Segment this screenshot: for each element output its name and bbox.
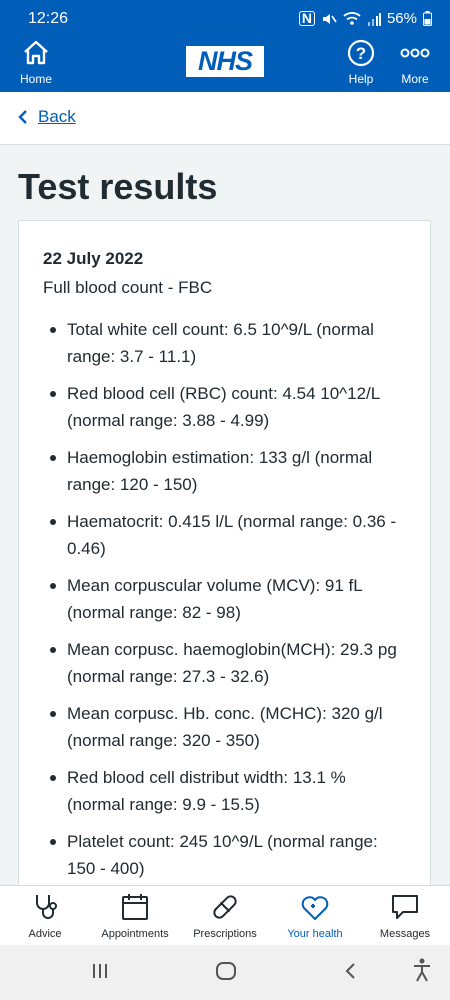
tab-advice[interactable]: Advice	[0, 886, 90, 945]
calendar-icon	[122, 894, 148, 920]
result-item: Mean corpusc. Hb. conc. (MCHC): 320 g/l …	[43, 700, 406, 754]
tab-label: Your health	[287, 928, 343, 940]
mute-icon	[322, 13, 337, 24]
result-list: Total white cell count: 6.5 10^9/L (norm…	[43, 316, 406, 882]
test-name: Full blood count - FBC	[43, 278, 213, 297]
pill-icon	[213, 895, 237, 919]
tab-appointments[interactable]: Appointments	[90, 886, 180, 945]
wifi-icon	[343, 12, 361, 25]
status-bar: 12:26 N 56%	[0, 0, 450, 38]
status-icons: N 56%	[298, 10, 432, 27]
message-icon	[392, 895, 418, 919]
more-label: More	[401, 72, 429, 86]
result-date: 22 July 2022	[43, 249, 144, 268]
tab-messages[interactable]: Messages	[360, 886, 450, 945]
accessibility-icon[interactable]	[412, 958, 432, 982]
result-item: Platelet count: 245 10^9/L (normal range…	[43, 828, 406, 882]
tab-label: Appointments	[101, 928, 169, 940]
result-item: Haematocrit: 0.415 l/L (normal range: 0.…	[43, 508, 406, 562]
tab-your-health[interactable]: Your health	[270, 886, 360, 945]
home-button[interactable]: Home	[6, 38, 66, 92]
stethoscope-icon	[36, 895, 57, 919]
system-nav-bar	[0, 945, 450, 1000]
result-item: Mean corpuscular volume (MCV): 91 fL (no…	[43, 572, 406, 626]
help-icon: ?	[347, 39, 375, 67]
tab-label: Prescriptions	[193, 928, 257, 940]
result-item: Total white cell count: 6.5 10^9/L (norm…	[43, 316, 406, 370]
tab-label: Advice	[28, 928, 62, 940]
more-button[interactable]: More	[385, 38, 445, 92]
app-header: Home NHS ? Help More	[0, 38, 450, 92]
page-title: Test results	[18, 166, 218, 207]
home-nav-icon[interactable]	[215, 961, 237, 981]
bottom-tab-bar: Advice Appointments Prescriptions Your h…	[0, 885, 450, 945]
help-label: Help	[348, 72, 374, 86]
test-result-card: 22 July 2022 Full blood count - FBC Tota…	[18, 220, 431, 920]
battery-icon	[423, 11, 432, 26]
status-time: 12:26	[28, 10, 69, 27]
tab-label: Messages	[379, 928, 431, 940]
tab-prescriptions[interactable]: Prescriptions	[180, 886, 270, 945]
nfc-icon: N	[298, 11, 315, 26]
back-nav-icon[interactable]	[343, 961, 357, 981]
result-item: Red blood cell distribut width: 13.1 % (…	[43, 764, 406, 818]
result-item: Haemoglobin estimation: 133 g/l (normal …	[43, 444, 406, 498]
result-item: Mean corpusc. haemoglobin(MCH): 29.3 pg …	[43, 636, 406, 690]
nhs-logo: NHS	[186, 46, 264, 77]
more-icon	[400, 48, 430, 58]
home-label: Home	[19, 72, 52, 86]
heart-icon	[301, 896, 329, 920]
svg-text:?: ?	[356, 44, 366, 63]
signal-icon	[367, 12, 381, 26]
recent-apps-icon[interactable]	[90, 961, 110, 981]
help-button[interactable]: ? Help	[331, 38, 391, 92]
result-item: Red blood cell (RBC) count: 4.54 10^12/L…	[43, 380, 406, 434]
back-label: Back	[38, 107, 76, 126]
battery-level: 56%	[386, 10, 417, 27]
back-bar: Back	[0, 92, 450, 145]
back-link[interactable]: Back	[18, 107, 76, 127]
chevron-left-icon	[18, 110, 27, 124]
home-icon	[24, 40, 48, 65]
